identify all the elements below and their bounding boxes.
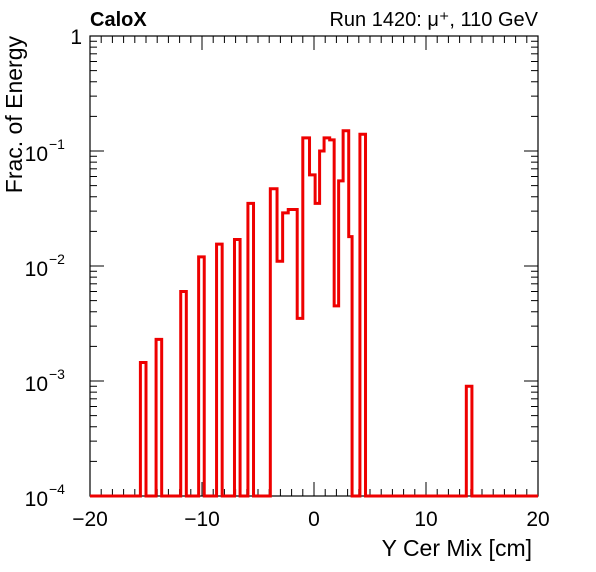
histogram-bin	[297, 318, 303, 496]
axis-ticks	[89, 36, 539, 497]
y-tick-label: 10	[25, 488, 48, 511]
y-tick-label-exponent: −1	[49, 136, 65, 152]
histogram-bins	[140, 131, 472, 496]
y-tick-label-exponent: −3	[49, 366, 65, 382]
histogram-bin	[334, 306, 338, 496]
histogram-bin	[277, 261, 283, 496]
x-tick-label: 10	[414, 508, 437, 531]
chart-left-title: CaloX	[90, 9, 147, 31]
y-tick-label: 1	[70, 26, 82, 49]
x-tick-label: 0	[308, 508, 320, 531]
y-tick-label: 10	[25, 143, 48, 166]
axis-tick-labels: −20 −10 0 10 201−110−210−310−410	[25, 26, 550, 531]
x-axis-label: Y Cer Mix [cm]	[382, 535, 532, 561]
histogram-bin	[310, 175, 316, 496]
x-tick-label: −20	[72, 508, 108, 531]
y-tick-label-exponent: −2	[49, 251, 65, 267]
y-tick-label: 10	[25, 258, 48, 281]
x-tick-label: −10	[184, 508, 220, 531]
histogram-bin	[324, 138, 330, 496]
y-axis-label: Frac. of Energy	[1, 36, 27, 194]
y-tick-label-exponent: −4	[49, 481, 65, 497]
histogram-series-line	[90, 129, 538, 498]
y-tick-label: 10	[25, 373, 48, 396]
histogram-bin	[315, 203, 319, 496]
x-tick-label: 20	[526, 508, 549, 531]
chart-right-title: Run 1420: μ⁺, 110 GeV	[329, 9, 538, 31]
